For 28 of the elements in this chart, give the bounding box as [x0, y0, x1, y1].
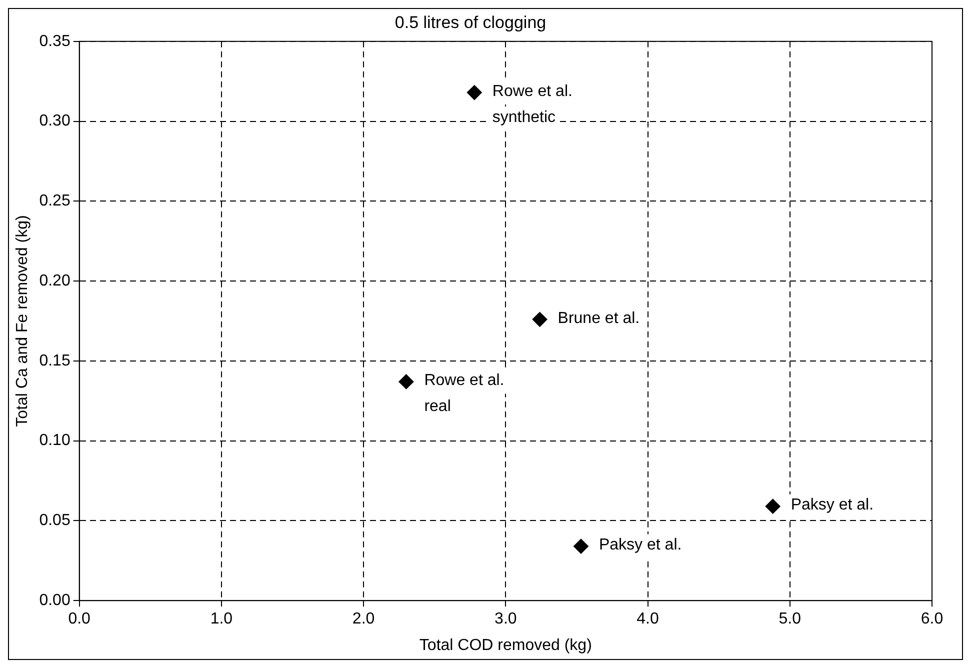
- x-tick-label: 2.0: [352, 610, 375, 628]
- annotation: Brune et al.: [558, 310, 640, 327]
- x-tick-label: 6.0: [920, 610, 944, 628]
- point: [765, 498, 780, 514]
- y-tick-label: 0.10: [39, 432, 70, 450]
- x-axis-title: Total COD removed (kg): [419, 636, 592, 654]
- point: [532, 312, 548, 327]
- annotation: Paksy et al.: [790, 496, 874, 514]
- y-tick-label: 0.25: [39, 192, 70, 210]
- x-tick-label: 0.0: [68, 610, 91, 628]
- annotation: Rowe et al. synthetic: [492, 82, 572, 126]
- x-tick-label: 3.0: [494, 610, 517, 628]
- y-tick-label: 0.20: [39, 272, 70, 290]
- annotation: Rowe et al. real: [424, 372, 504, 416]
- point: [466, 85, 482, 100]
- point: [398, 374, 414, 390]
- y-tick-label: 0.05: [39, 512, 70, 530]
- annotation: Paksy et al.: [598, 536, 682, 554]
- x-tick-label: 1.0: [210, 610, 233, 628]
- x-tick-label: 4.0: [636, 610, 659, 628]
- chart-title: 0.5 litres of clogging: [394, 12, 546, 32]
- y-tick-label: 0.00: [39, 592, 70, 610]
- y-tick-label: 0.30: [39, 112, 70, 130]
- point: [573, 538, 588, 554]
- y-tick-label: 0.15: [39, 352, 70, 370]
- y-axis-title: Total Ca and Fe removed (kg): [14, 215, 32, 427]
- y-tick-label: 0.35: [39, 32, 70, 50]
- x-tick-label: 5.0: [778, 610, 802, 628]
